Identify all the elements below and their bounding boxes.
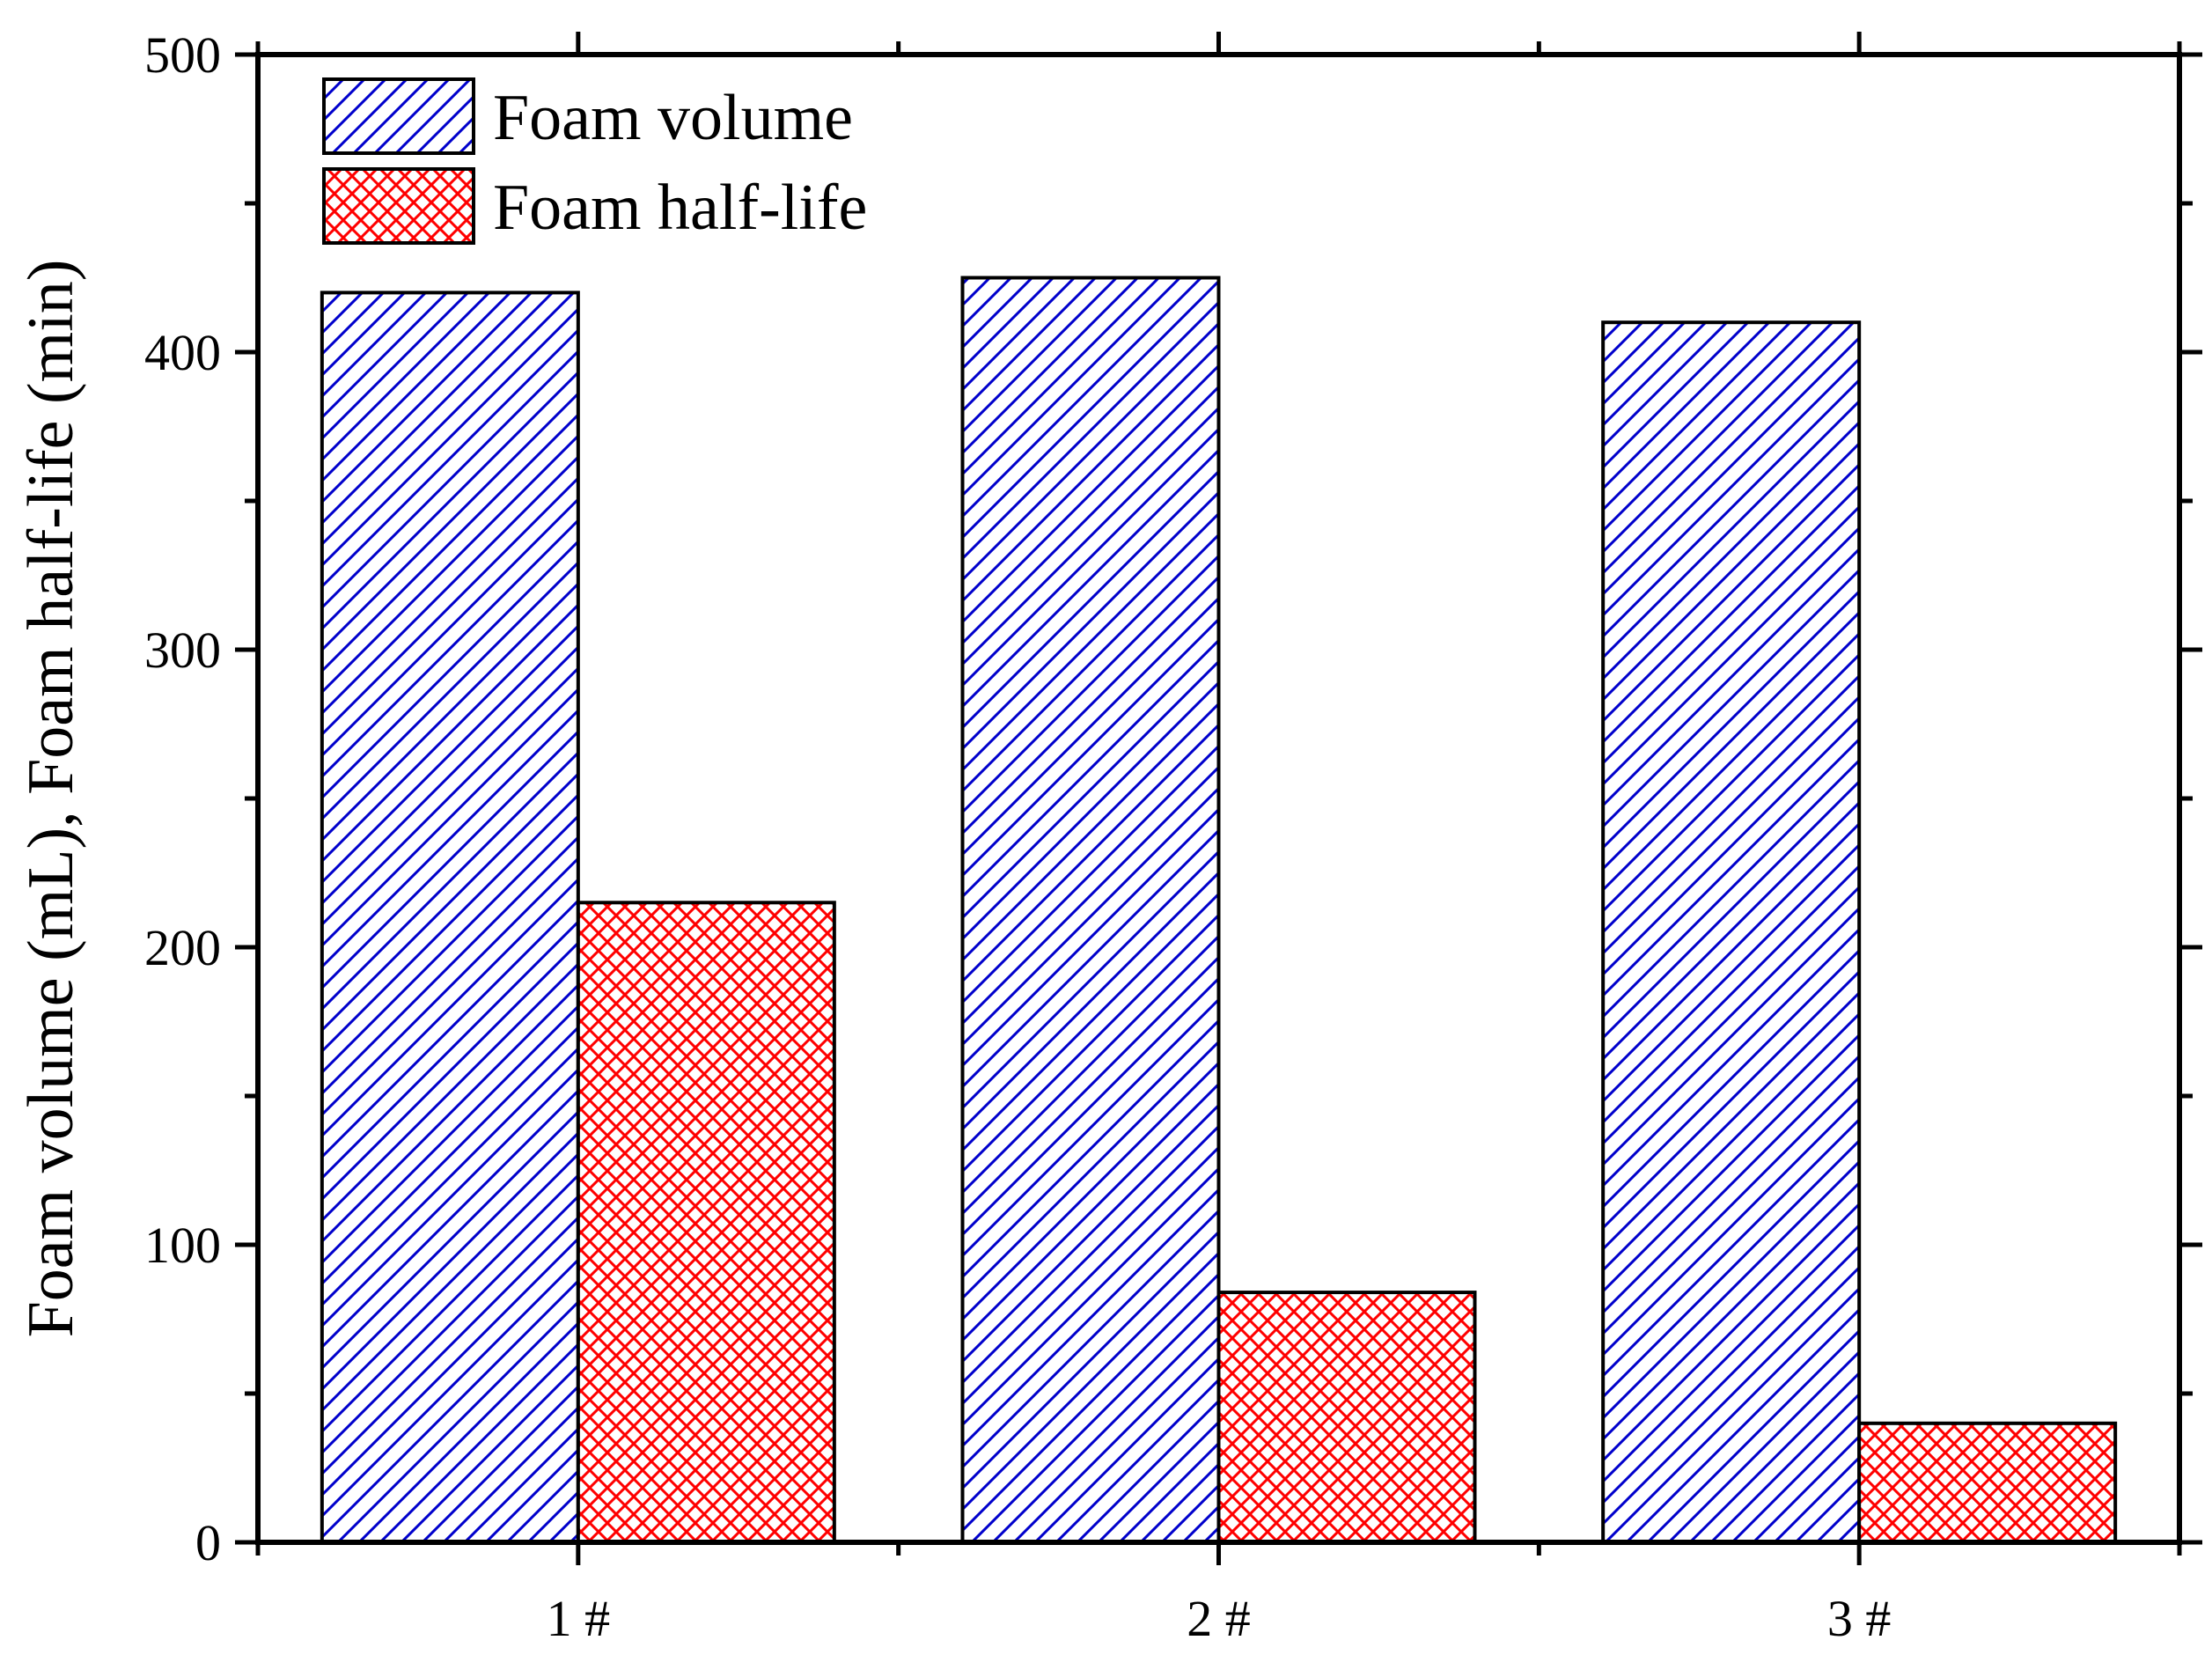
x-category-label: 1 # (547, 1590, 611, 1647)
x-category-label: 3 # (1827, 1590, 1892, 1647)
y-tick-label: 0 (195, 1514, 221, 1571)
legend-label-foam-half-life: Foam half-life (493, 172, 867, 244)
bar-foam-half-life-3 (1857, 1421, 2118, 1545)
bar-foam-volume-1 (320, 291, 580, 1544)
y-tick-label: 200 (144, 919, 221, 976)
plot-frame (255, 52, 2182, 1545)
bar-foam-half-life-2 (1216, 1291, 1477, 1544)
x-category-label: 2 # (1187, 1590, 1251, 1647)
y-tick-label: 300 (144, 622, 221, 679)
legend: Foam volume Foam half-life (322, 77, 867, 245)
legend-swatch-foam-half-life (322, 167, 475, 245)
legend-label-foam-volume: Foam volume (493, 82, 853, 154)
bar-foam-volume-2 (960, 276, 1221, 1544)
y-tick-label: 400 (144, 324, 221, 381)
y-tick-label: 100 (144, 1217, 221, 1274)
y-tick-label: 500 (144, 26, 221, 84)
legend-swatch-foam-volume (322, 77, 475, 155)
bar-foam-volume-3 (1601, 320, 1862, 1545)
y-axis-label: Foam volume (mL), Foam half-life (min) (15, 260, 87, 1338)
bar-foam-half-life-1 (576, 901, 836, 1545)
